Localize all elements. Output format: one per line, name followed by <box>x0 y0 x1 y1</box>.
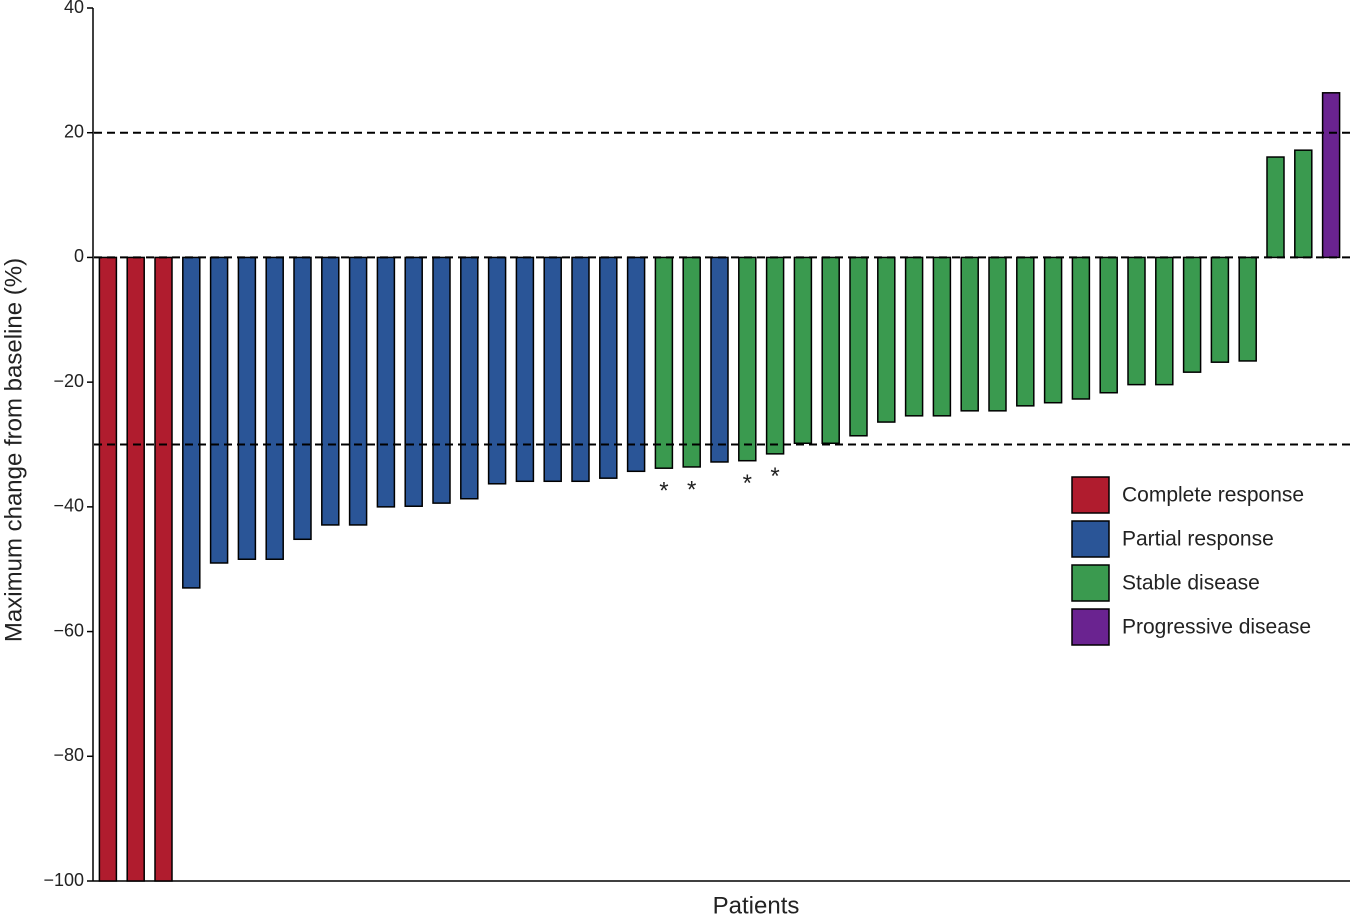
bar <box>348 256 368 526</box>
bar <box>932 256 952 417</box>
bar <box>710 256 729 463</box>
bar <box>515 256 535 483</box>
bar <box>1155 256 1174 386</box>
bar <box>571 256 590 483</box>
legend-label: Partial response <box>1122 528 1274 551</box>
bar <box>960 256 979 412</box>
bar <box>765 256 785 455</box>
bar <box>487 256 507 485</box>
bar <box>849 256 868 437</box>
bar <box>793 256 813 445</box>
bar <box>321 256 340 526</box>
bar <box>154 256 173 882</box>
y-tick-label: −40 <box>53 496 84 516</box>
annotation: * <box>687 476 696 503</box>
bar <box>1127 256 1146 386</box>
bar <box>682 256 701 468</box>
y-tick-label: −60 <box>53 620 84 640</box>
bar <box>654 256 674 469</box>
bar <box>1266 156 1285 259</box>
bar <box>1071 256 1091 400</box>
bar <box>738 256 757 462</box>
bar <box>376 256 396 508</box>
y-tick-label: −80 <box>53 745 84 765</box>
bar <box>877 256 896 423</box>
bar <box>1182 256 1202 373</box>
legend-label: Complete response <box>1122 484 1304 507</box>
bar <box>293 256 312 541</box>
annotation: * <box>659 478 668 505</box>
annotation: * <box>743 470 752 497</box>
bar <box>265 256 284 560</box>
bar <box>543 256 562 483</box>
bar <box>209 256 229 564</box>
legend-swatch <box>1071 520 1110 558</box>
bar <box>1099 256 1118 394</box>
bar <box>126 256 145 882</box>
bar <box>1294 149 1313 259</box>
legend-label: Progressive disease <box>1122 616 1311 639</box>
legend-swatch <box>1071 564 1110 602</box>
bar <box>1210 256 1230 363</box>
legend-label: Stable disease <box>1122 572 1260 595</box>
bar <box>821 256 840 445</box>
y-tick-label: 20 <box>64 121 84 141</box>
bar <box>432 256 451 504</box>
y-tick-label: −100 <box>43 870 84 890</box>
bar <box>1238 256 1257 362</box>
bar <box>237 256 257 560</box>
annotation: * <box>770 463 779 490</box>
y-tick-label: −20 <box>53 371 84 391</box>
bar <box>1016 256 1035 407</box>
y-tick-label: 0 <box>74 246 84 266</box>
bar <box>460 256 479 500</box>
x-axis-label: Patients <box>713 892 800 919</box>
y-axis-label: Maximum change from baseline (%) <box>0 258 27 642</box>
bar <box>1043 256 1063 404</box>
bar <box>182 256 201 589</box>
bar <box>904 256 924 417</box>
bar <box>626 256 646 473</box>
bar <box>98 256 118 882</box>
legend-swatch <box>1071 476 1110 514</box>
legend-swatch <box>1071 608 1110 646</box>
bar <box>404 256 423 507</box>
bar <box>988 256 1007 412</box>
y-tick-label: 40 <box>64 0 84 17</box>
bar <box>1321 92 1341 259</box>
